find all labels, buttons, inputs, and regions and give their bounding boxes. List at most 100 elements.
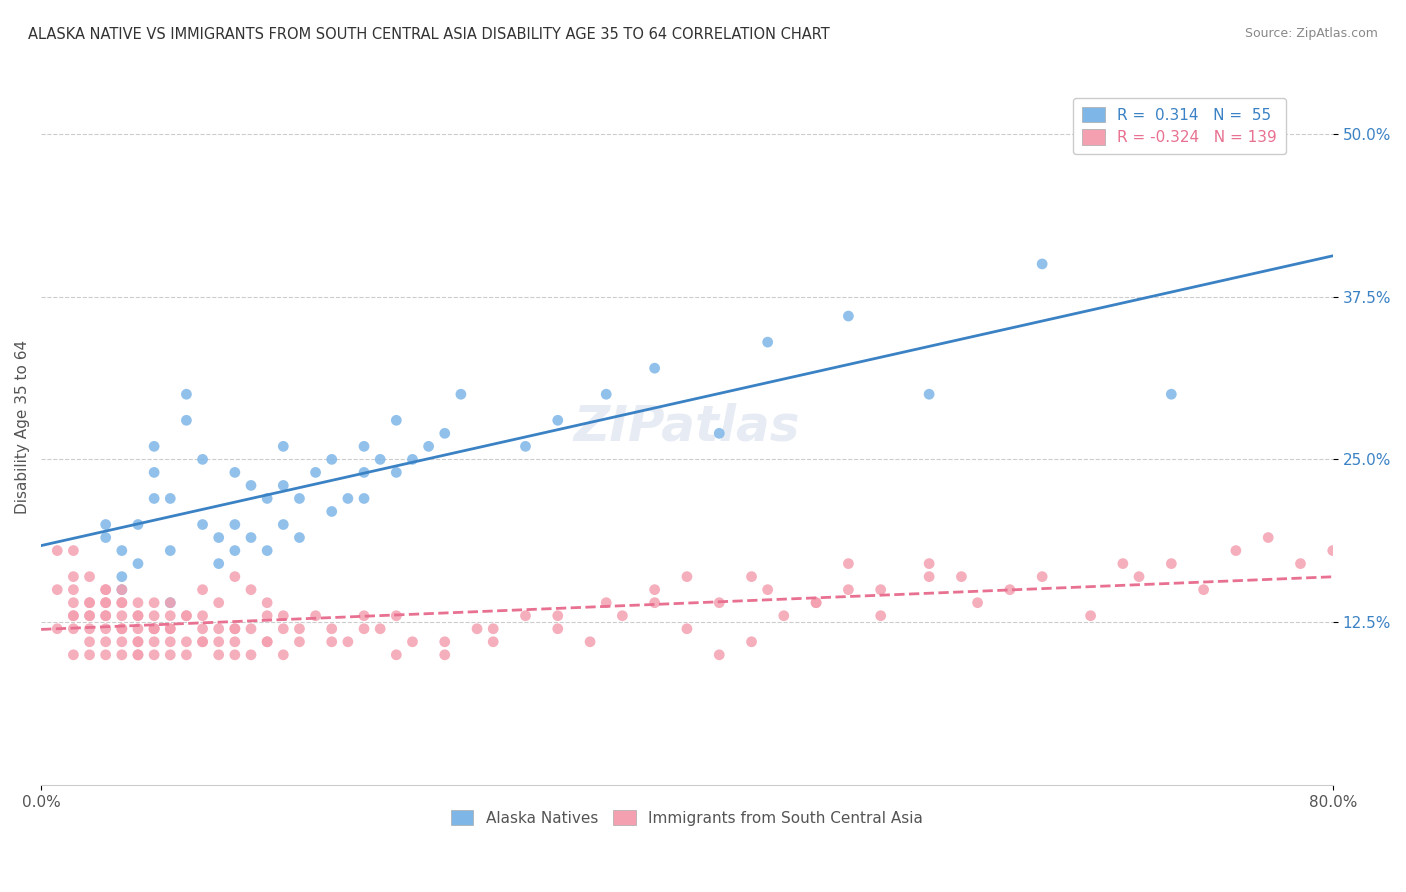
- Point: [191, 517, 214, 532]
- Y-axis label: Disability Age 35 to 64: Disability Age 35 to 64: [15, 340, 30, 514]
- Point: [256, 608, 278, 623]
- Point: [741, 634, 763, 648]
- Point: [709, 596, 731, 610]
- Point: [46, 543, 69, 558]
- Point: [191, 452, 214, 467]
- Point: [304, 608, 326, 623]
- Point: [256, 634, 278, 648]
- Point: [191, 634, 214, 648]
- Point: [143, 596, 166, 610]
- Point: [837, 309, 859, 323]
- Point: [94, 608, 117, 623]
- Point: [321, 622, 343, 636]
- Point: [176, 608, 198, 623]
- Point: [94, 596, 117, 610]
- Point: [1225, 543, 1247, 558]
- Point: [288, 491, 311, 506]
- Point: [79, 622, 101, 636]
- Point: [918, 569, 941, 583]
- Point: [515, 439, 537, 453]
- Point: [191, 622, 214, 636]
- Point: [79, 596, 101, 610]
- Point: [176, 413, 198, 427]
- Point: [1160, 387, 1182, 401]
- Point: [94, 596, 117, 610]
- Point: [224, 517, 246, 532]
- Point: [321, 452, 343, 467]
- Point: [966, 596, 988, 610]
- Point: [240, 478, 263, 492]
- Point: [1289, 557, 1312, 571]
- Point: [111, 582, 134, 597]
- Point: [208, 531, 231, 545]
- Point: [127, 648, 149, 662]
- Point: [143, 491, 166, 506]
- Point: [644, 582, 666, 597]
- Point: [644, 596, 666, 610]
- Point: [353, 491, 375, 506]
- Point: [143, 648, 166, 662]
- Point: [433, 426, 456, 441]
- Point: [869, 608, 891, 623]
- Point: [368, 622, 391, 636]
- Point: [94, 608, 117, 623]
- Point: [336, 491, 359, 506]
- Point: [515, 608, 537, 623]
- Point: [336, 634, 359, 648]
- Point: [94, 531, 117, 545]
- Point: [368, 452, 391, 467]
- Point: [224, 648, 246, 662]
- Point: [1128, 569, 1150, 583]
- Point: [46, 582, 69, 597]
- Point: [46, 622, 69, 636]
- Point: [321, 634, 343, 648]
- Point: [595, 596, 617, 610]
- Point: [772, 608, 794, 623]
- Legend: Alaska Natives, Immigrants from South Central Asia: Alaska Natives, Immigrants from South Ce…: [441, 800, 932, 835]
- Point: [111, 622, 134, 636]
- Point: [433, 648, 456, 662]
- Point: [127, 608, 149, 623]
- Point: [612, 608, 634, 623]
- Point: [1112, 557, 1135, 571]
- Point: [353, 622, 375, 636]
- Point: [288, 634, 311, 648]
- Point: [176, 634, 198, 648]
- Point: [79, 608, 101, 623]
- Point: [62, 608, 84, 623]
- Point: [224, 569, 246, 583]
- Point: [159, 596, 181, 610]
- Point: [240, 622, 263, 636]
- Point: [111, 596, 134, 610]
- Point: [756, 582, 779, 597]
- Point: [143, 608, 166, 623]
- Point: [579, 634, 602, 648]
- Point: [62, 543, 84, 558]
- Point: [143, 634, 166, 648]
- Point: [756, 335, 779, 350]
- Point: [79, 648, 101, 662]
- Point: [62, 569, 84, 583]
- Point: [111, 608, 134, 623]
- Point: [208, 648, 231, 662]
- Point: [837, 557, 859, 571]
- Point: [159, 648, 181, 662]
- Point: [127, 634, 149, 648]
- Point: [482, 622, 505, 636]
- Point: [111, 569, 134, 583]
- Point: [94, 517, 117, 532]
- Point: [288, 531, 311, 545]
- Point: [709, 648, 731, 662]
- Point: [547, 608, 569, 623]
- Point: [111, 543, 134, 558]
- Point: [111, 634, 134, 648]
- Point: [741, 569, 763, 583]
- Point: [159, 608, 181, 623]
- Point: [159, 622, 181, 636]
- Text: ZIPatlas: ZIPatlas: [574, 403, 800, 450]
- Point: [418, 439, 440, 453]
- Point: [127, 622, 149, 636]
- Point: [62, 648, 84, 662]
- Point: [224, 543, 246, 558]
- Point: [176, 387, 198, 401]
